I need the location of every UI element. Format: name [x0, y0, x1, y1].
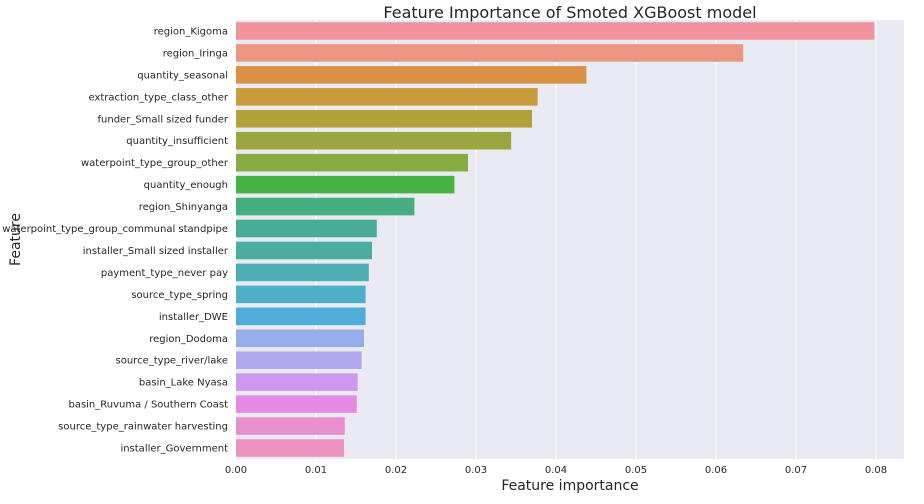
- x-tick-label: 0.08: [865, 465, 887, 476]
- x-tick-label: 0.05: [625, 465, 647, 476]
- x-tick-label: 0.06: [705, 465, 727, 476]
- y-tick-label: source_type_spring: [131, 290, 228, 301]
- bar: [236, 329, 364, 348]
- y-tick-label: waterpoint_type_group_communal standpipe: [2, 224, 228, 235]
- bars: [236, 22, 875, 457]
- bar: [236, 175, 455, 194]
- y-tick-label: source_type_river/lake: [116, 356, 228, 367]
- y-tick-label: basin_Ruvuma / Southern Coast: [68, 400, 228, 411]
- x-axis-label: Feature importance: [501, 478, 638, 494]
- y-tick-label: installer_Small sized installer: [83, 246, 229, 257]
- bar: [236, 241, 372, 260]
- y-tick-label: quantity_enough: [144, 180, 228, 191]
- y-tick-label: region_Iringa: [163, 48, 228, 59]
- bar: [236, 395, 357, 413]
- y-tick-label: source_type_rainwater harvesting: [58, 422, 228, 433]
- x-tick-label: 0.07: [785, 465, 807, 476]
- bar: [236, 197, 415, 216]
- y-tick-label: quantity_seasonal: [137, 70, 228, 81]
- y-tick-label: region_Shinyanga: [139, 202, 228, 213]
- bar: [236, 219, 377, 238]
- y-tick-label: waterpoint_type_group_other: [81, 158, 229, 169]
- y-tick-label: quantity_insufficient: [126, 136, 228, 147]
- bar: [236, 285, 366, 304]
- y-tick-label: region_Dodoma: [149, 334, 228, 345]
- y-tick-label: payment_type_never pay: [101, 268, 228, 279]
- y-tick-label: extraction_type_class_other: [88, 92, 228, 103]
- y-tick-labels: region_Kigoma region_Iringa quantity_seaso…: [2, 26, 229, 454]
- x-tick-label: 0.02: [385, 465, 407, 476]
- bar: [236, 351, 362, 370]
- bar: [236, 131, 512, 150]
- x-tick-label: 0.04: [545, 465, 567, 476]
- y-tick-label: installer_DWE: [159, 312, 228, 323]
- bar: [236, 263, 369, 282]
- y-axis-label: Feature: [8, 213, 24, 266]
- bar: [236, 66, 587, 84]
- bar: [236, 22, 875, 40]
- y-tick-label: basin_Lake Nyasa: [139, 378, 228, 389]
- y-tick-label: installer_Government: [120, 444, 228, 455]
- bar: [236, 109, 532, 128]
- bar: [236, 88, 538, 106]
- plot-background: [236, 20, 904, 459]
- bar: [236, 153, 468, 172]
- x-tick-label: 0.03: [465, 465, 487, 476]
- bar: [236, 417, 345, 435]
- x-tick-labels: 0.00 0.01 0.02 0.03 0.04 0.05 0.06 0.07 0.08: [225, 465, 887, 476]
- x-tick-label: 0.00: [225, 465, 247, 476]
- bar: [236, 44, 744, 62]
- bar: [236, 439, 344, 457]
- bar: [236, 307, 366, 326]
- y-tick-label: region_Kigoma: [154, 26, 228, 37]
- chart-title: Feature Importance of Smoted XGBoost mod…: [383, 3, 756, 22]
- bar: [236, 373, 358, 391]
- y-tick-label: funder_Small sized funder: [98, 114, 229, 125]
- x-tick-label: 0.01: [305, 465, 327, 476]
